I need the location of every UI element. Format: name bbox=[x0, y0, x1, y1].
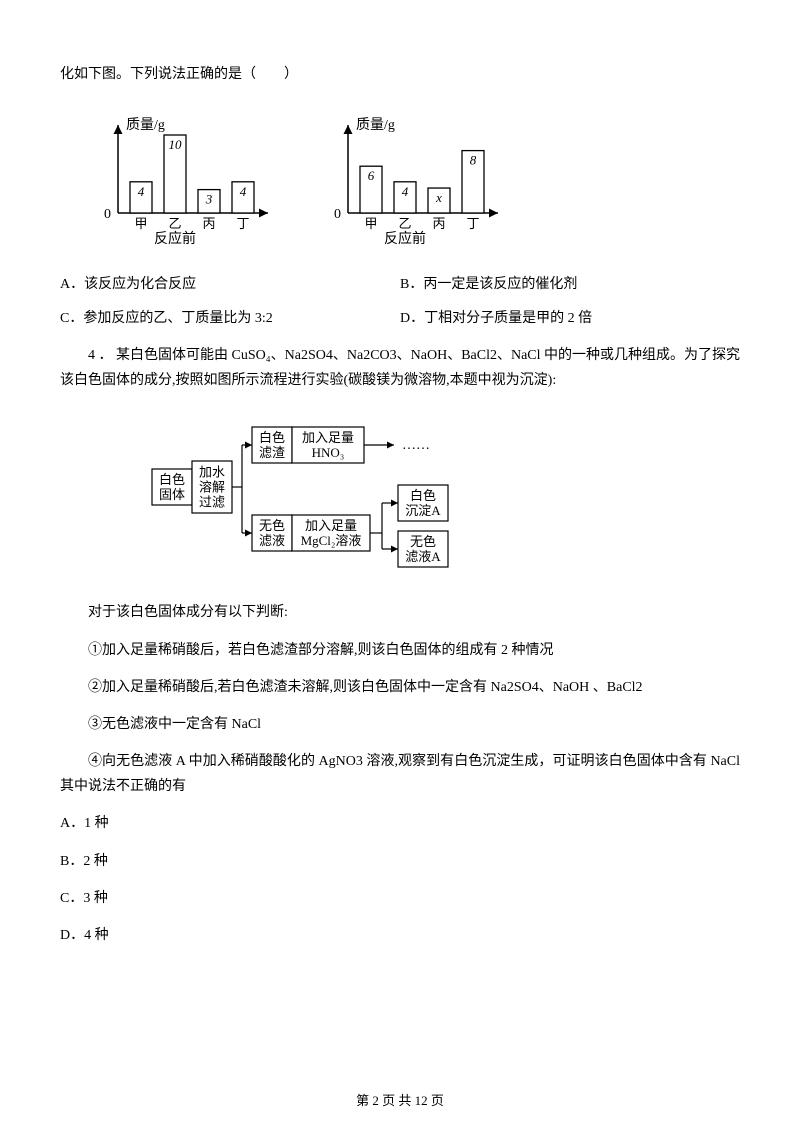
svg-text:6: 6 bbox=[368, 168, 375, 183]
svg-text:丁: 丁 bbox=[466, 216, 479, 231]
q4-text: 某白色固体可能由 CuSO₄、Na2SO4、Na2CO3、NaOH、BaCl2、… bbox=[60, 348, 740, 388]
q4-optD: D．4 种 bbox=[60, 923, 740, 948]
svg-text:0: 0 bbox=[104, 207, 111, 222]
svg-text:3: 3 bbox=[205, 192, 213, 207]
svg-text:过滤: 过滤 bbox=[199, 495, 225, 510]
svg-text:质量/g: 质量/g bbox=[126, 117, 165, 133]
svg-text:沉淀A: 沉淀A bbox=[405, 503, 441, 518]
q4-optB: B．2 种 bbox=[60, 849, 740, 874]
q4-s2: ②加入足量稀硝酸后,若白色滤渣未溶解,则该白色固体中一定含有 Na2SO4、Na… bbox=[60, 675, 740, 700]
charts-container: 质量/g0反应前4甲10乙3丙4丁 质量/g0反应前6甲4乙x丙8丁 bbox=[90, 105, 740, 254]
svg-text:白色: 白色 bbox=[410, 488, 436, 503]
q4-s4: ④向无色滤液 A 中加入稀硝酸酸化的 AgNO3 溶液,观察到有白色沉淀生成，可… bbox=[60, 749, 740, 799]
svg-text:滤液: 滤液 bbox=[259, 533, 285, 548]
q3-optD: D．丁相对分子质量是甲的 2 倍 bbox=[400, 306, 740, 331]
q4-optA: A．1 种 bbox=[60, 811, 740, 836]
svg-text:无色: 无色 bbox=[410, 534, 436, 549]
q4-s1: ①加入足量稀硝酸后，若白色滤渣部分溶解,则该白色固体的组成有 2 种情况 bbox=[60, 638, 740, 663]
svg-text:HNO₃: HNO₃ bbox=[312, 445, 345, 460]
svg-text:丙: 丙 bbox=[202, 216, 215, 231]
page-footer: 第 2 页 共 12 页 bbox=[0, 1089, 800, 1112]
svg-text:乙: 乙 bbox=[398, 216, 411, 231]
svg-text:质量/g: 质量/g bbox=[356, 117, 395, 133]
chart-after: 质量/g 0 反应前 6 甲 4 乙 x丙 8 丁 bbox=[320, 105, 510, 254]
svg-text:4: 4 bbox=[240, 184, 247, 199]
q4-lead: 对于该白色固体成分有以下判断: bbox=[60, 600, 740, 625]
q3-options-row2: C．参加反应的乙、丁质量比为 3:2 D．丁相对分子质量是甲的 2 倍 bbox=[60, 306, 740, 331]
svg-text:加水: 加水 bbox=[199, 465, 225, 480]
svg-text:滤渣: 滤渣 bbox=[259, 445, 285, 460]
q4-number: 4 ． bbox=[88, 348, 113, 363]
svg-text:溶解: 溶解 bbox=[199, 480, 225, 495]
flowchart: 白色固体加水溶解过滤白色滤渣加入足量HNO₃……无色滤液加入足量MgCl₂溶液白… bbox=[150, 407, 740, 586]
svg-text:丁: 丁 bbox=[236, 216, 249, 231]
q4-s3: ③无色滤液中一定含有 NaCl bbox=[60, 712, 740, 737]
svg-text:滤液A: 滤液A bbox=[405, 549, 441, 564]
svg-text:白色: 白色 bbox=[159, 472, 185, 487]
chart-before: 质量/g 0 反应前 4 甲 10 乙 3 丙 4 丁 bbox=[90, 105, 280, 254]
svg-text:0: 0 bbox=[334, 207, 341, 222]
svg-text:固体: 固体 bbox=[159, 487, 185, 502]
svg-text:10: 10 bbox=[169, 137, 183, 152]
svg-text:反应前: 反应前 bbox=[384, 230, 426, 245]
q4-optC: C．3 种 bbox=[60, 886, 740, 911]
svg-text:丙: 丙 bbox=[432, 216, 445, 231]
svg-text:x: x bbox=[435, 190, 442, 205]
svg-text:反应前: 反应前 bbox=[154, 230, 196, 245]
q4-stem: 4 ． 某白色固体可能由 CuSO₄、Na2SO4、Na2CO3、NaOH、Ba… bbox=[60, 343, 740, 393]
svg-text:4: 4 bbox=[138, 184, 145, 199]
svg-text:8: 8 bbox=[470, 153, 477, 168]
svg-text:加入足量: 加入足量 bbox=[302, 430, 354, 445]
svg-text:加入足量: 加入足量 bbox=[305, 518, 357, 533]
svg-text:甲: 甲 bbox=[364, 216, 377, 231]
svg-text:乙: 乙 bbox=[168, 216, 181, 231]
svg-text:白色: 白色 bbox=[259, 430, 285, 445]
q3-options-row1: A．该反应为化合反应 B．丙一定是该反应的催化剂 bbox=[60, 272, 740, 297]
svg-text:……: …… bbox=[402, 438, 430, 453]
svg-text:甲: 甲 bbox=[134, 216, 147, 231]
svg-text:无色: 无色 bbox=[259, 518, 285, 533]
svg-text:4: 4 bbox=[402, 184, 409, 199]
q3-optA: A．该反应为化合反应 bbox=[60, 272, 400, 297]
q3-optC: C．参加反应的乙、丁质量比为 3:2 bbox=[60, 306, 400, 331]
svg-text:MgCl₂溶液: MgCl₂溶液 bbox=[301, 533, 362, 548]
q3-optB: B．丙一定是该反应的催化剂 bbox=[400, 272, 740, 297]
q3-intro: 化如下图。下列说法正确的是（ ） bbox=[60, 62, 740, 87]
